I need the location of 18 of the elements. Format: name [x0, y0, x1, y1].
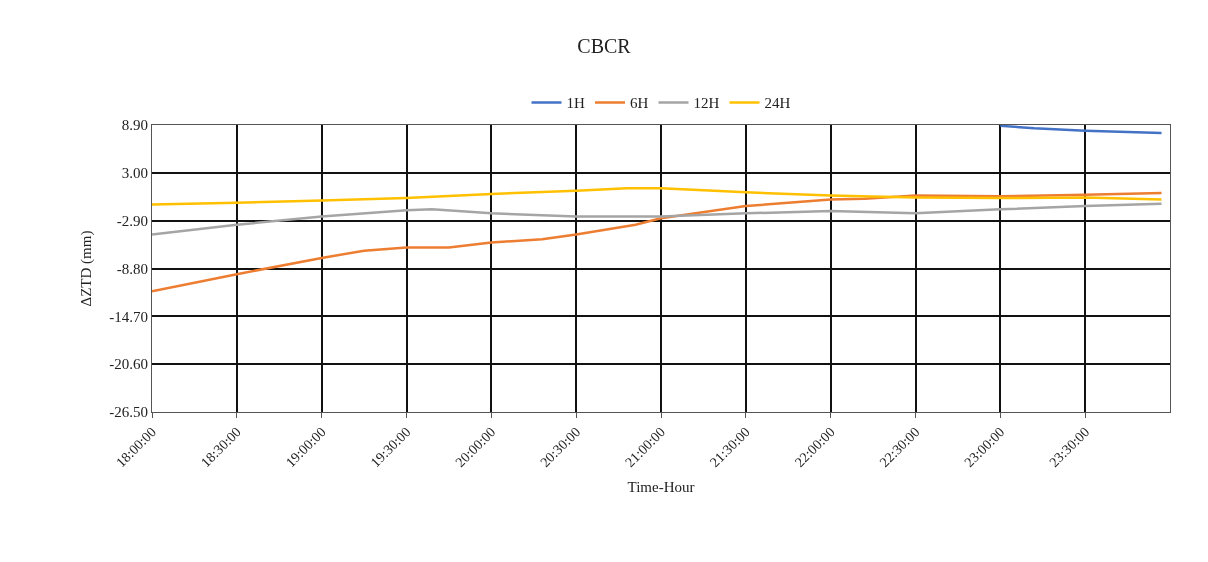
legend-label: 6H	[630, 95, 649, 112]
y-tick-label: -2.90	[116, 212, 148, 229]
line-series	[152, 202, 1163, 236]
line-series	[152, 191, 1163, 293]
y-tick-label: -8.80	[116, 260, 148, 277]
y-tick-label: 8.90	[121, 117, 148, 134]
chart-title: CBCR	[577, 35, 632, 58]
x-axis-title: Time-Hour	[627, 479, 695, 496]
y-tick-label: 3.00	[121, 165, 148, 182]
y-tick-label: -14.70	[109, 308, 148, 325]
y-axis-title: ΔZTD (mm)	[77, 230, 95, 307]
y-tick-label: -26.50	[109, 404, 148, 421]
legend-label: 12H	[693, 95, 720, 112]
legend-label: 1H	[566, 95, 585, 112]
y-tick-label: -20.60	[109, 356, 148, 373]
line-series	[152, 186, 1163, 206]
legend-label: 24H	[764, 95, 791, 112]
line-series	[999, 125, 1163, 135]
